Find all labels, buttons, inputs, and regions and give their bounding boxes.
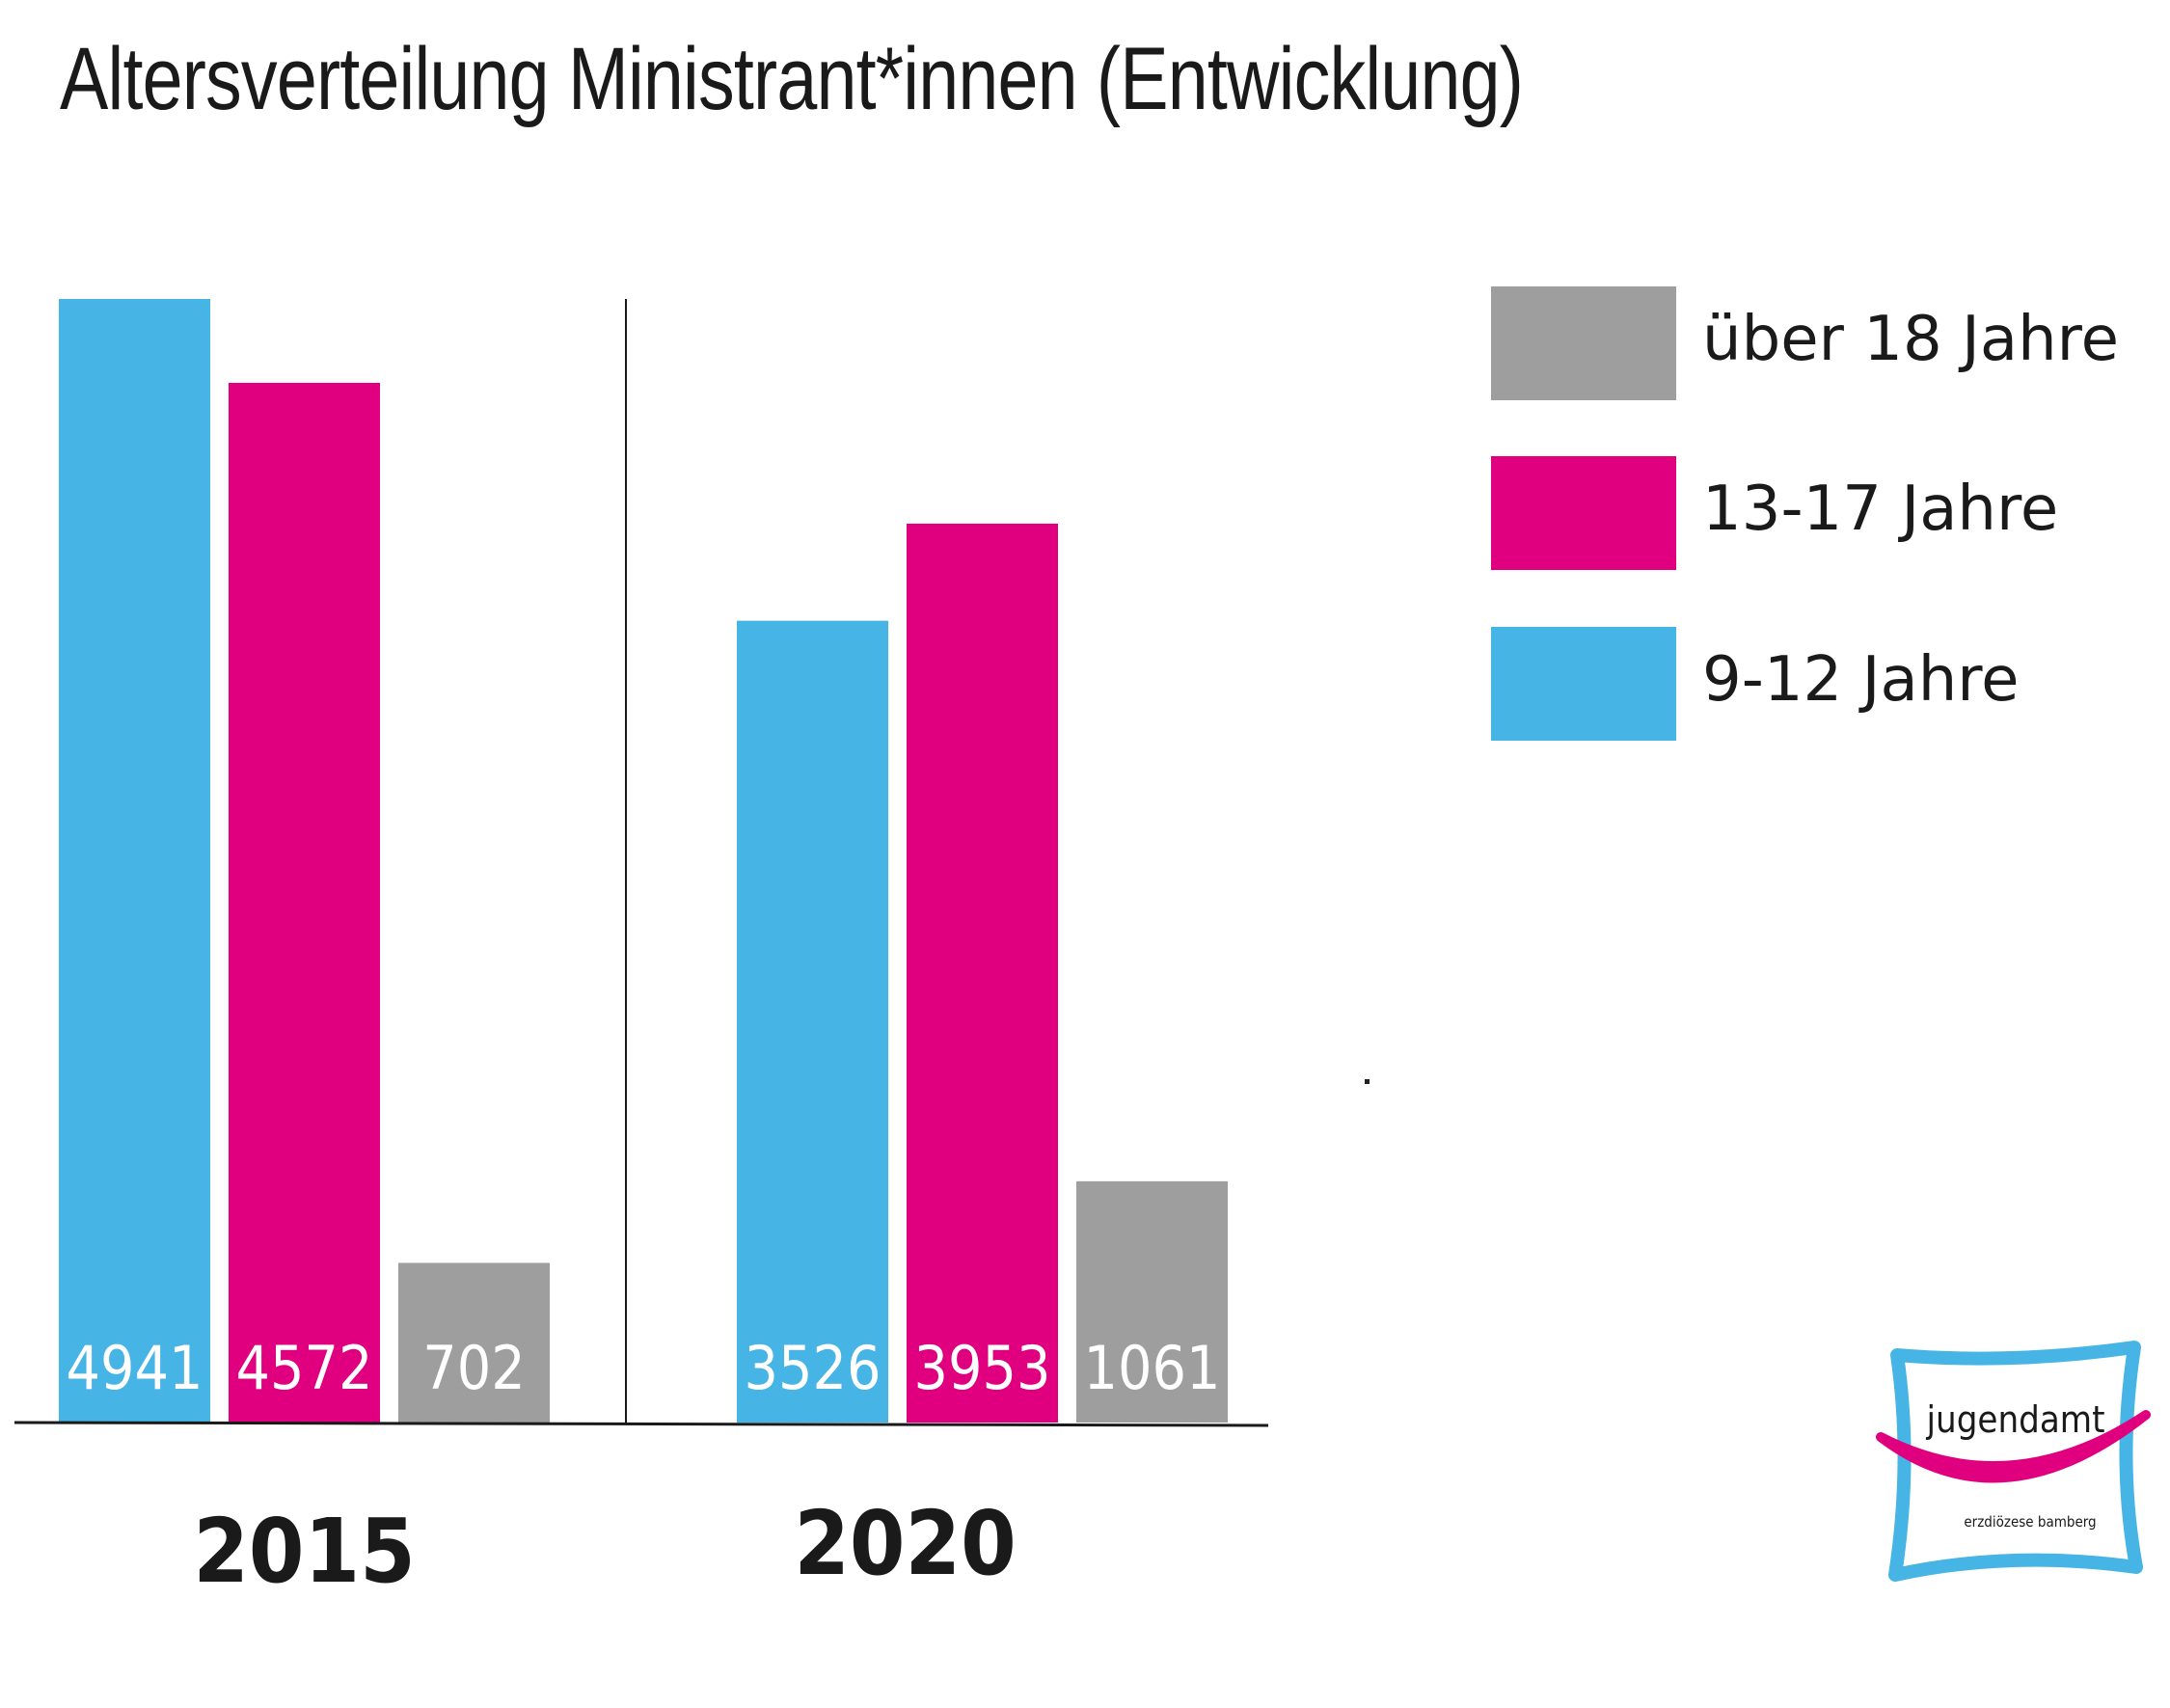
bar-2015-ber-18-jahre <box>398 1262 550 1423</box>
data-label-2015-9-12-jahre: 4941 <box>67 1333 203 1403</box>
logo-smile-icon <box>1876 1410 2151 1483</box>
data-label-2015-ber-18-jahre: 702 <box>422 1333 525 1403</box>
x-axis-line <box>14 1421 1269 1427</box>
data-label-2020-9-12-jahre: 3526 <box>745 1333 882 1403</box>
stray-dot <box>1365 1079 1370 1084</box>
data-labels-group: 4941 4572 702 3526 3953 1061 <box>67 1333 1221 1403</box>
legend-label-over-18: über 18 Jahre <box>1702 304 2119 375</box>
jugendamt-logo: jugendamt erzdiözese bamberg <box>1876 1341 2151 1582</box>
x-tick-label-2020: 2020 <box>794 1492 1016 1595</box>
bar-2015-13-17-jahre <box>229 383 380 1423</box>
x-tick-label-2015: 2015 <box>193 1500 415 1603</box>
legend-item-over-18: über 18 Jahre <box>1491 286 2166 400</box>
data-label-2020-13-17-jahre: 3953 <box>914 1333 1051 1403</box>
chart-title: Altersverteilung Ministrant*innen (Entwi… <box>60 30 1524 128</box>
legend-item-9-12: 9-12 Jahre <box>1491 627 2166 741</box>
bar-2020-13-17-jahre <box>907 523 1058 1423</box>
year-labels-group: 2015 2020 <box>193 1492 1016 1603</box>
bar-2020-ber-18-jahre <box>1076 1180 1228 1423</box>
bars-group <box>59 299 1228 1423</box>
data-label-2015-13-17-jahre: 4572 <box>236 1333 373 1403</box>
legend-item-13-17: 13-17 Jahre <box>1491 456 2166 570</box>
data-label-2020-ber-18-jahre: 1061 <box>1084 1333 1221 1403</box>
logo-name: jugendamt <box>1926 1398 2105 1441</box>
bar-2020-9-12-jahre <box>737 620 888 1423</box>
legend-swatch-over-18 <box>1491 286 1676 400</box>
legend-label-13-17: 13-17 Jahre <box>1702 474 2059 545</box>
logo-subtitle: erzdiözese bamberg <box>1964 1513 2096 1531</box>
legend-swatch-13-17 <box>1491 456 1676 570</box>
legend-label-9-12: 9-12 Jahre <box>1702 644 2020 716</box>
legend-swatch-9-12 <box>1491 627 1676 741</box>
bar-2015-9-12-jahre <box>59 299 210 1423</box>
